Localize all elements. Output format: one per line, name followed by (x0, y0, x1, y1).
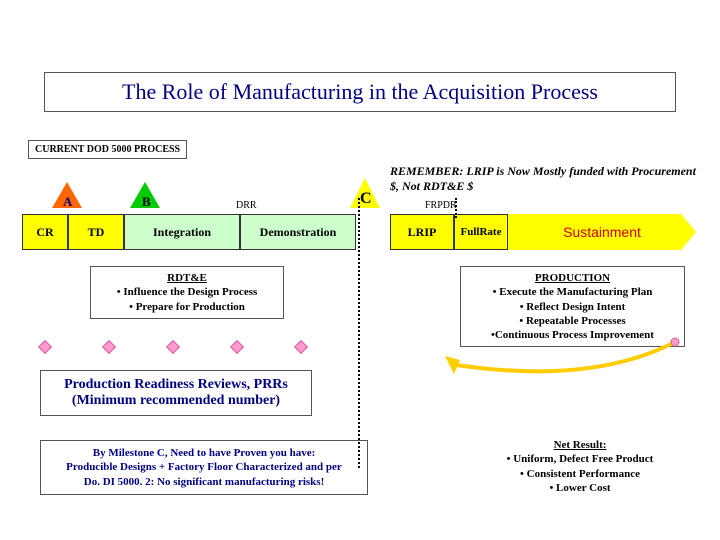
prr-diamond (38, 340, 52, 354)
phase-cr: CR (22, 214, 68, 250)
milc-l3: Do. DI 5000. 2: No significant manufactu… (46, 475, 362, 489)
rdte-line2: • Prepare for Production (97, 300, 277, 314)
milestone-b-label: B (142, 194, 151, 210)
prr-l2: (Minimum recommended number) (47, 393, 305, 409)
divider-frpdr (455, 198, 457, 218)
process-label: CURRENT DOD 5000 PROCESS (28, 140, 187, 159)
prr-diamond (230, 340, 244, 354)
prr-l1: Production Readiness Reviews, PRRs (47, 377, 305, 393)
net-l1: • Uniform, Defect Free Product (480, 452, 680, 466)
phase-demonstration: Demonstration (240, 214, 356, 250)
net-result: Net Result: • Uniform, Defect Free Produ… (480, 438, 680, 495)
milc-l2: Producible Designs + Factory Floor Chara… (46, 460, 362, 474)
production-heading: PRODUCTION (467, 271, 678, 285)
phase-lrip: LRIP (390, 214, 454, 250)
phase-integration: Integration (124, 214, 240, 250)
rdte-heading: RDT&E (97, 271, 277, 285)
rdte-box: RDT&E • Influence the Design Process • P… (90, 266, 284, 319)
prr-diamond (102, 340, 116, 354)
rdte-line1: • Influence the Design Process (97, 285, 277, 299)
frpdr-label: FRPDR (425, 200, 457, 211)
milc-l1: By Milestone C, Need to have Proven you … (46, 446, 362, 460)
net-heading: Net Result: (480, 438, 680, 452)
remember-note: REMEMBER: LRIP is Now Mostly funded with… (390, 164, 700, 194)
rate-label: Rate (479, 226, 501, 238)
page-title: The Role of Manufacturing in the Acquisi… (44, 72, 676, 112)
milestone-c-label: C (360, 190, 372, 208)
prr-diamond (294, 340, 308, 354)
prr-diamond (166, 340, 180, 354)
net-l2: • Consistent Performance (480, 467, 680, 481)
prr-box: Production Readiness Reviews, PRRs (Mini… (40, 370, 312, 416)
production-l3: • Repeatable Processes (467, 314, 678, 328)
phase-sustainment: Sustainment (508, 214, 696, 250)
milestone-a-label: A (63, 194, 72, 210)
full-label: Full (461, 226, 480, 238)
phase-fullrate: Full Rate (454, 214, 508, 250)
divider-milestone-c (358, 198, 360, 468)
milestone-c-box: By Milestone C, Need to have Proven you … (40, 440, 368, 495)
production-l1: • Execute the Manufacturing Plan (467, 285, 678, 299)
production-l2: • Reflect Design Intent (467, 300, 678, 314)
swoosh-arrow (430, 336, 680, 396)
net-l3: • Lower Cost (480, 481, 680, 495)
phase-td: TD (68, 214, 124, 250)
drr-label: DRR (236, 200, 257, 211)
